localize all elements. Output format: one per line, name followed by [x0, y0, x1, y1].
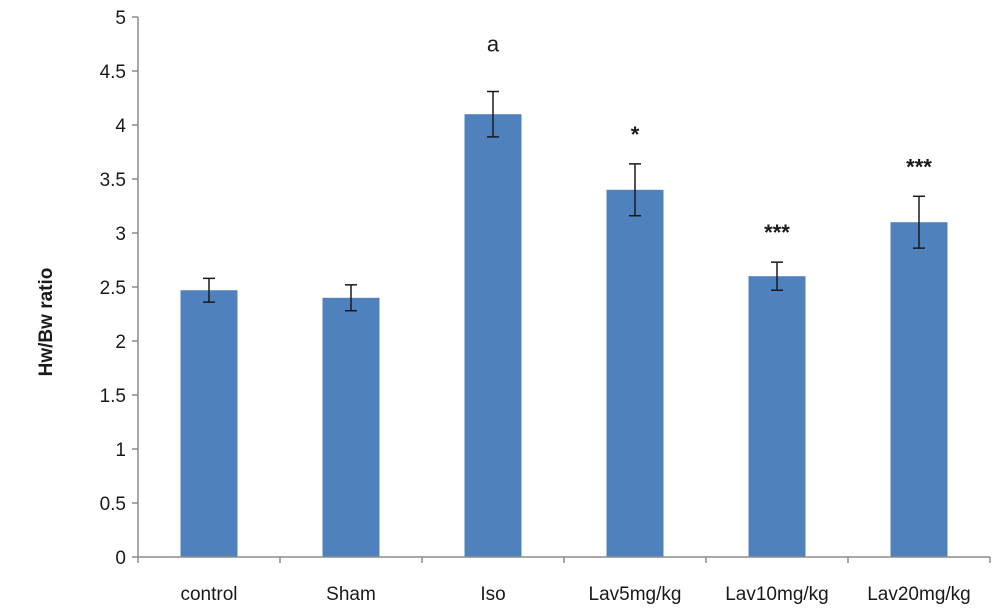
- x-axis-ticks: [137, 557, 991, 563]
- category-label: Lav20mg/kg: [867, 584, 971, 605]
- category-label: control: [180, 584, 237, 605]
- error-bars: [203, 90, 925, 312]
- category-label: Sham: [326, 584, 376, 605]
- y-axis-ticks: 0 0.5 1 1.5 2 2.5 3 3.5 4 4.5 5: [100, 8, 138, 569]
- significance-annotations: a*******: [487, 32, 932, 246]
- y-tick-label: 5: [115, 8, 126, 29]
- y-tick-label: 2.5: [100, 278, 126, 299]
- y-tick-label: 1: [115, 440, 126, 461]
- significance-mark: ***: [906, 154, 932, 179]
- category-labels: control Sham Iso Lav5mg/kg Lav10mg/kg Lav20mg…: [180, 584, 970, 605]
- category-label: Iso: [480, 584, 505, 605]
- category-label: Lav10mg/kg: [725, 584, 829, 605]
- y-tick-label: 3.5: [100, 170, 126, 191]
- y-tick-label: 2: [115, 332, 126, 353]
- y-tick-label: 0.5: [100, 494, 126, 515]
- y-axis-label: Hw/Bw ratio: [36, 268, 57, 377]
- y-tick-label: 4: [115, 116, 126, 137]
- significance-mark: a: [487, 32, 500, 57]
- bar-lav5mg-kg: [606, 189, 664, 558]
- significance-mark: *: [631, 122, 640, 147]
- significance-mark: ***: [764, 220, 790, 245]
- y-tick-label: 1.5: [100, 386, 126, 407]
- y-tick-label: 3: [115, 224, 126, 245]
- bar-iso: [464, 114, 522, 557]
- y-tick-label: 0: [115, 548, 126, 569]
- category-label: Lav5mg/kg: [589, 584, 682, 605]
- bar-control: [180, 290, 238, 557]
- bar-sham: [322, 297, 380, 557]
- bar-lav20mg-kg: [890, 222, 948, 557]
- bars: [180, 114, 948, 558]
- bar-lav10mg-kg: [748, 276, 806, 557]
- y-tick-label: 4.5: [100, 62, 126, 83]
